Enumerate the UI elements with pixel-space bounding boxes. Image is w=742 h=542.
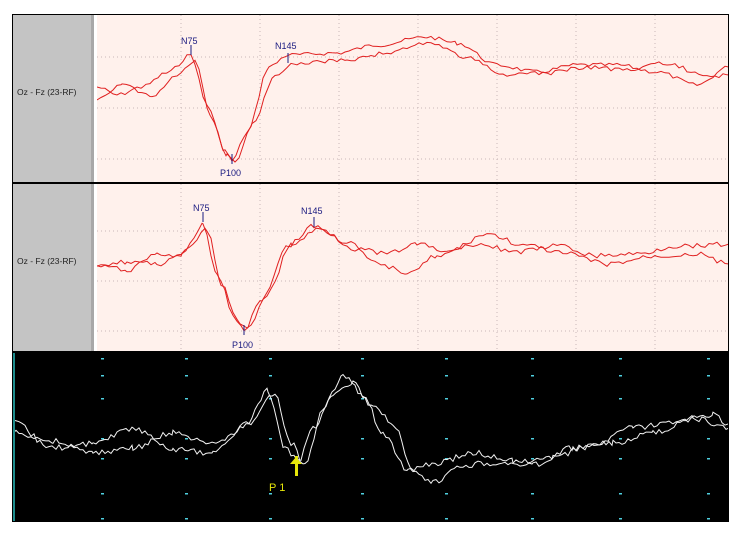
p100-label: P100 (220, 168, 241, 178)
waveform-plot-2[interactable]: N75 P100 N145 (97, 184, 729, 352)
p100-label: P100 (232, 340, 253, 350)
grid-tick (531, 358, 534, 360)
grid-tick (445, 358, 448, 360)
grid-tick (531, 518, 534, 520)
p1-marker[interactable] (290, 456, 302, 476)
grid-tick (619, 398, 622, 400)
grid-tick (185, 518, 188, 520)
grid-tick (707, 438, 710, 440)
grid-tick (361, 458, 364, 460)
waveform-chart-3[interactable]: P 1 (13, 353, 729, 522)
grid-tick (101, 518, 104, 520)
channel-label-column: Oz - Fz (23-RF) (13, 15, 94, 182)
grid-tick (531, 493, 534, 495)
grid-tick (445, 375, 448, 377)
grid-tick (101, 438, 104, 440)
waveform-trace-b (13, 373, 728, 472)
waveform-panel-2: Oz - Fz (23-RF) N75 P100 N145 (12, 183, 729, 352)
panel-left-edge (13, 353, 15, 521)
grid-tick (531, 458, 534, 460)
grid-tick (445, 398, 448, 400)
grid-tick (707, 458, 710, 460)
grid-tick (531, 375, 534, 377)
waveform-trace-a (97, 222, 728, 332)
n145-label: N145 (275, 41, 297, 51)
grid-tick (361, 518, 364, 520)
grid-tick (361, 358, 364, 360)
grid-tick (531, 438, 534, 440)
grid-tick (185, 493, 188, 495)
grid-tick (101, 458, 104, 460)
waveform-chart-2[interactable]: N75 P100 N145 (97, 184, 729, 352)
grid-tick (707, 375, 710, 377)
channel-label[interactable]: Oz - Fz (23-RF) (17, 87, 77, 97)
grid-tick (445, 493, 448, 495)
grid-tick (445, 458, 448, 460)
grid-tick (185, 398, 188, 400)
grid-tick (619, 518, 622, 520)
waveform-panel-1: Oz - Fz (23-RF) N75 P100 N145 (12, 14, 729, 183)
channel-label[interactable]: Oz - Fz (23-RF) (17, 256, 77, 266)
grid-tick (707, 358, 710, 360)
waveform-panel-3: P 1 (12, 352, 729, 522)
grid-tick (445, 438, 448, 440)
waveform-trace-b (97, 227, 728, 329)
n145-label: N145 (301, 206, 323, 216)
grid-tick (269, 375, 272, 377)
grid-tick (185, 358, 188, 360)
waveform-trace-a (13, 380, 728, 485)
waveform-trace-a (97, 35, 728, 163)
grid-tick (269, 493, 272, 495)
n75-label: N75 (193, 203, 210, 213)
grid-tick (101, 398, 104, 400)
grid-tick (101, 375, 104, 377)
grid-tick (269, 398, 272, 400)
grid-tick (185, 458, 188, 460)
grid-tick (269, 458, 272, 460)
waveform-trace-b (97, 41, 728, 163)
grid-tick (269, 438, 272, 440)
grid-tick (619, 438, 622, 440)
grid-tick (619, 493, 622, 495)
n75-label: N75 (181, 36, 198, 46)
p1-label: P 1 (269, 482, 285, 494)
grid-tick (707, 518, 710, 520)
grid-tick (707, 493, 710, 495)
waveform-plot-3[interactable]: P 1 (13, 353, 729, 522)
grid-tick (361, 398, 364, 400)
grid-tick (361, 438, 364, 440)
grid-tick (269, 358, 272, 360)
grid-tick (619, 375, 622, 377)
grid-tick (269, 518, 272, 520)
grid-tick (361, 375, 364, 377)
grid-tick (445, 518, 448, 520)
grid-tick (101, 358, 104, 360)
grid-tick (101, 493, 104, 495)
grid-tick (619, 458, 622, 460)
grid-tick (185, 438, 188, 440)
waveform-chart-1[interactable]: N75 P100 N145 (97, 15, 729, 183)
grid-tick (619, 358, 622, 360)
grid-tick (707, 398, 710, 400)
grid-tick (531, 398, 534, 400)
grid-tick (361, 493, 364, 495)
channel-label-column: Oz - Fz (23-RF) (13, 184, 94, 351)
grid-tick (185, 375, 188, 377)
waveform-plot-1[interactable]: N75 P100 N145 (97, 15, 729, 183)
